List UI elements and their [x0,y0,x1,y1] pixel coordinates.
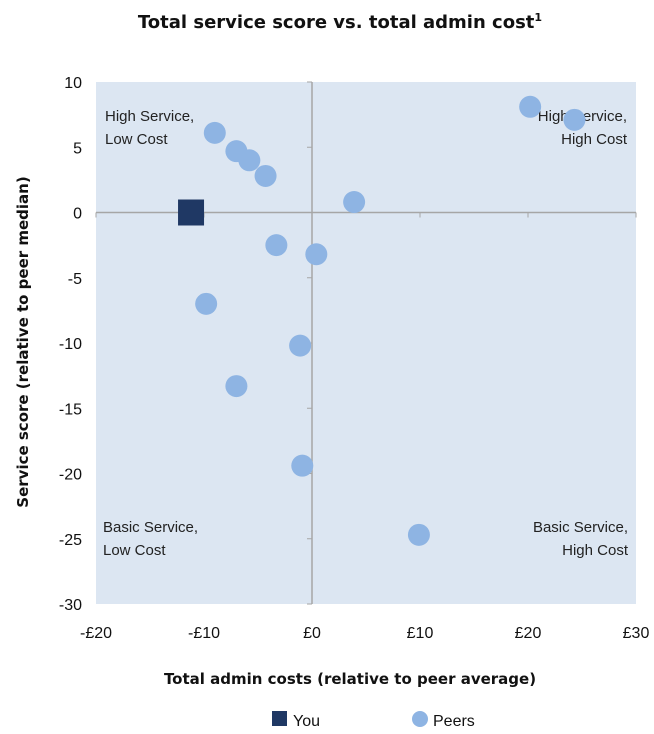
legend-label: Peers [433,713,475,730]
y-tick-label: -25 [59,532,82,549]
legend-label: You [293,713,320,730]
x-tick-label: £30 [623,625,650,642]
data-point-peer [195,292,218,315]
y-tick-label: -20 [59,467,82,484]
data-point-peer [305,243,328,266]
data-point-you [178,199,205,226]
data-point-peer [407,523,430,546]
y-tick-label: -10 [59,336,82,353]
data-point-peer [238,149,261,172]
data-point-peer [225,375,248,398]
data-point-peer [291,454,314,477]
legend-marker-peers [412,711,428,727]
x-tick-label: £10 [407,625,434,642]
y-tick-label: -15 [59,401,82,418]
legend-marker-you [272,711,287,726]
y-axis-title: Service score (relative to peer median) [14,176,32,507]
legend: You Peers [272,711,475,730]
data-point-peer [519,95,542,118]
data-point-peer [265,234,288,257]
quadrant-label-top-left: High Service, Low Cost [105,108,194,148]
y-tick-label: 0 [73,206,82,223]
y-tick-label: -5 [68,271,82,288]
x-axis-title: Total admin costs (relative to peer aver… [164,670,536,688]
data-point-peer [289,334,312,357]
chart-title: Total service score vs. total admin cost… [138,11,542,33]
y-tick-label: 10 [64,75,82,92]
data-point-peer [343,191,366,214]
y-tick-label: -30 [59,597,82,614]
x-tick-label: £20 [515,625,542,642]
plot-background [96,82,636,604]
x-tick-label: £0 [303,625,321,642]
data-point-peer [203,121,226,144]
plot-area: 10 5 0 -5 -10 -15 -20 -25 -30 -£20 -£10 £0 £10 £20 £30… [59,75,650,642]
quadrant-label-bottom-right: Basic Service, High Cost [533,519,629,559]
data-point-peer [563,108,586,131]
x-tick-label: -£20 [80,625,112,642]
data-point-peer [254,164,277,187]
x-tick-label: -£10 [188,625,220,642]
quadrant-label-bottom-left: Basic Service, Low Cost [103,519,198,559]
y-tick-label: 5 [73,140,82,157]
